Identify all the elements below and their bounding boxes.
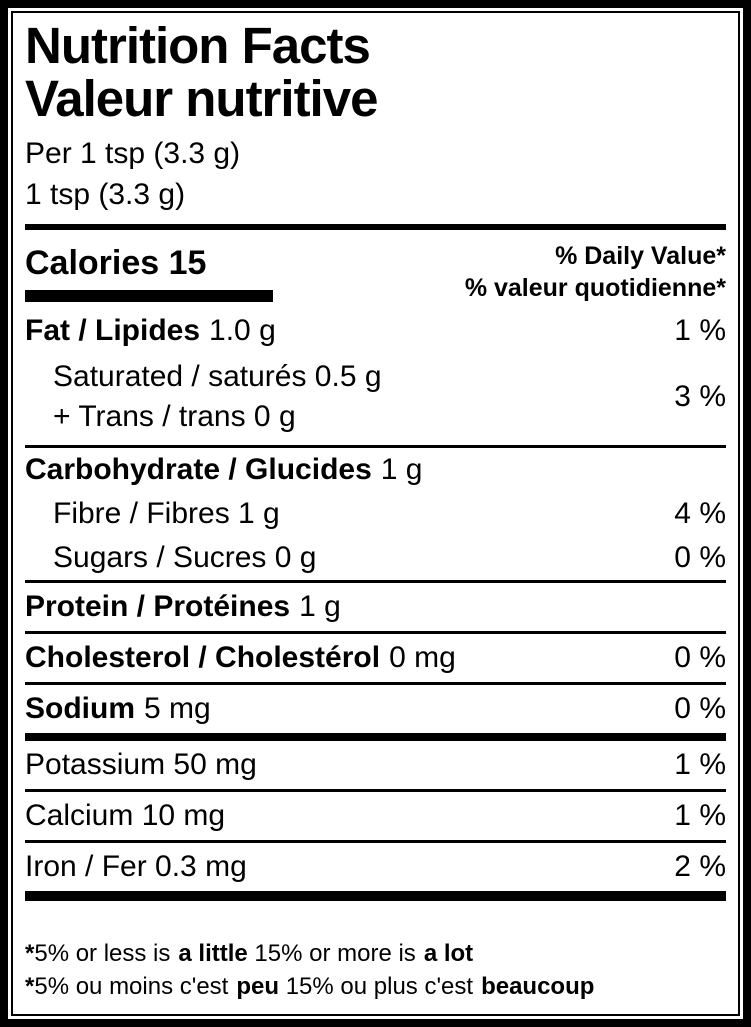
daily-value-header-fr: % valeur quotidienne* — [464, 274, 726, 303]
carbohydrate-name: Carbohydrate / Glucides 1 g — [25, 453, 422, 487]
title-french: Valeur nutritive — [25, 70, 378, 128]
calories-label: Calories — [25, 243, 160, 282]
footnote-en-part2: 15% or more is — [247, 939, 416, 967]
cholesterol-name: Cholesterol / Cholestérol 0 mg — [25, 641, 456, 675]
footnote-fr-asterisk: * — [25, 973, 35, 1001]
row-protein: Protein / Protéines 1 g — [25, 583, 726, 631]
protein-name: Protein / Protéines 1 g — [25, 590, 341, 624]
rule-after-calcium — [25, 839, 726, 843]
calcium-name: Calcium 10 mg — [25, 798, 226, 832]
footnote-french: *5% ou moins c'est peu 15% ou plus c'est b… — [25, 970, 726, 1004]
daily-value-header-en: % Daily Value* — [555, 241, 726, 270]
row-sodium: Sodium 5 mg 0 % — [25, 685, 726, 733]
row-potassium: Potassium 50 mg 1 % — [25, 741, 726, 789]
title-english: Nutrition Facts — [25, 17, 371, 74]
fibre-name: Fibre / Fibres 1 g — [53, 496, 280, 530]
row-carbohydrate: Carbohydrate / Glucides 1 g — [25, 448, 726, 492]
sodium-percent: 0 % — [674, 691, 726, 725]
fat-percent: 1 % — [674, 313, 726, 347]
calories-label-value: Calories 15 — [25, 240, 273, 280]
footnote-fr-part2: 15% ou plus c'est — [279, 973, 474, 1001]
calories-value: 15 — [168, 243, 207, 282]
cholesterol-percent: 0 % — [674, 640, 726, 674]
calories-row: Calories 15 % Daily Value* % valeur quot… — [25, 230, 726, 309]
fat-amount: 1.0 g — [209, 313, 276, 347]
nutrition-facts-table: Nutrition Facts Valeur nutritive Per 1 t… — [11, 11, 740, 1016]
potassium-percent: 1 % — [674, 747, 726, 781]
rule-after-cholesterol — [25, 681, 726, 685]
carbohydrate-amount: 1 g — [380, 452, 423, 486]
carbohydrate-label: Carbohydrate / Glucides — [25, 452, 372, 486]
footnote-en-bold2: a lot — [423, 939, 474, 967]
footnote-en-part1: 5% or less is — [34, 939, 171, 967]
footnote-english: *5% or less is a little 15% or more is a l… — [25, 937, 726, 971]
fibre-percent: 4 % — [674, 496, 726, 530]
footnote-fr-part1: 5% ou moins c'est — [34, 973, 229, 1001]
row-fibre: Fibre / Fibres 1 g 4 % — [25, 492, 726, 536]
serving-size-line: 1 tsp (3.3 g) — [25, 178, 186, 212]
sodium-label: Sodium — [25, 691, 135, 725]
thick-rule-before-footnote — [25, 890, 726, 901]
daily-value-header: % Daily Value* % valeur quotidienne* — [465, 240, 726, 305]
saturated-line: Saturated / saturés 0.5 g — [53, 359, 382, 393]
footnote-en-bold1: a little — [178, 939, 248, 967]
fat-label: Fat / Lipides — [25, 313, 201, 347]
calcium-percent: 1 % — [674, 798, 726, 832]
rule-after-carbohydrate — [25, 579, 726, 583]
protein-label: Protein / Protéines — [25, 589, 291, 623]
trans-line: + Trans / trans 0 g — [53, 399, 296, 433]
cholesterol-amount: 0 mg — [389, 640, 456, 674]
footnote-fr-bold1: peu — [236, 973, 280, 1001]
cholesterol-label: Cholesterol / Cholestérol — [25, 640, 381, 674]
serving-per-line: Per 1 tsp (3.3 g) — [25, 137, 241, 171]
iron-percent: 2 % — [674, 849, 726, 883]
calories-block: Calories 15 — [25, 240, 273, 302]
rule-after-protein — [25, 630, 726, 634]
footnote-fr-bold2: beaucoup — [481, 973, 595, 1001]
row-saturated-trans: Saturated / saturés 0.5 g + Trans / tran… — [25, 353, 726, 445]
row-calcium: Calcium 10 mg 1 % — [25, 792, 726, 840]
saturated-trans-percent: 3 % — [674, 379, 726, 413]
rule-after-serving — [25, 223, 726, 230]
potassium-name: Potassium 50 mg — [25, 747, 257, 781]
sugars-percent: 0 % — [674, 540, 726, 574]
rule-after-fat — [25, 444, 726, 448]
label-border-gap: Nutrition Facts Valeur nutritive Per 1 t… — [8, 8, 743, 1019]
sodium-name: Sodium 5 mg — [25, 692, 211, 726]
calories-underline-bar — [25, 289, 273, 302]
rule-after-potassium — [25, 788, 726, 792]
thick-rule-after-sodium — [25, 732, 726, 741]
protein-amount: 1 g — [299, 589, 341, 623]
sugars-name: Sugars / Sucres 0 g — [53, 540, 317, 574]
footnote-en-asterisk: * — [25, 939, 35, 967]
footnotes: *5% or less is a little 15% or more is a l… — [25, 925, 726, 1004]
row-cholesterol: Cholesterol / Cholestérol 0 mg 0 % — [25, 634, 726, 682]
fat-name: Fat / Lipides 1.0 g — [25, 314, 276, 348]
row-sugars: Sugars / Sucres 0 g 0 % — [25, 536, 726, 580]
iron-name: Iron / Fer 0.3 mg — [25, 849, 247, 883]
row-iron: Iron / Fer 0.3 mg 2 % — [25, 843, 726, 891]
serving-info: Per 1 tsp (3.3 g) 1 tsp (3.3 g) — [25, 133, 726, 216]
row-fat: Fat / Lipides 1.0 g 1 % — [25, 309, 726, 353]
sodium-amount: 5 mg — [144, 691, 211, 725]
saturated-trans-lines: Saturated / saturés 0.5 g + Trans / tran… — [25, 357, 382, 437]
